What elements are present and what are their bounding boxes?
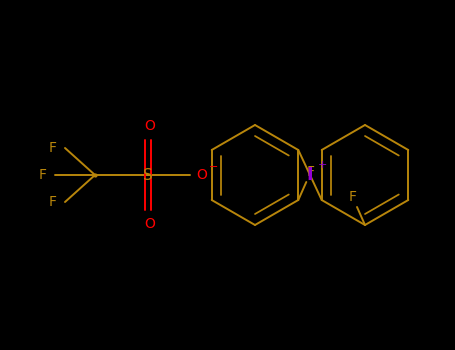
Text: F: F [49,141,57,155]
Text: −: − [209,162,219,172]
Text: O: O [145,217,156,231]
Text: S: S [143,168,153,182]
Text: +: + [317,160,327,170]
Text: F: F [39,168,47,182]
Text: F: F [306,165,314,179]
Text: F: F [49,195,57,209]
Text: O: O [197,168,207,182]
Text: F: F [349,190,357,204]
Text: I: I [307,166,313,184]
Text: O: O [145,119,156,133]
